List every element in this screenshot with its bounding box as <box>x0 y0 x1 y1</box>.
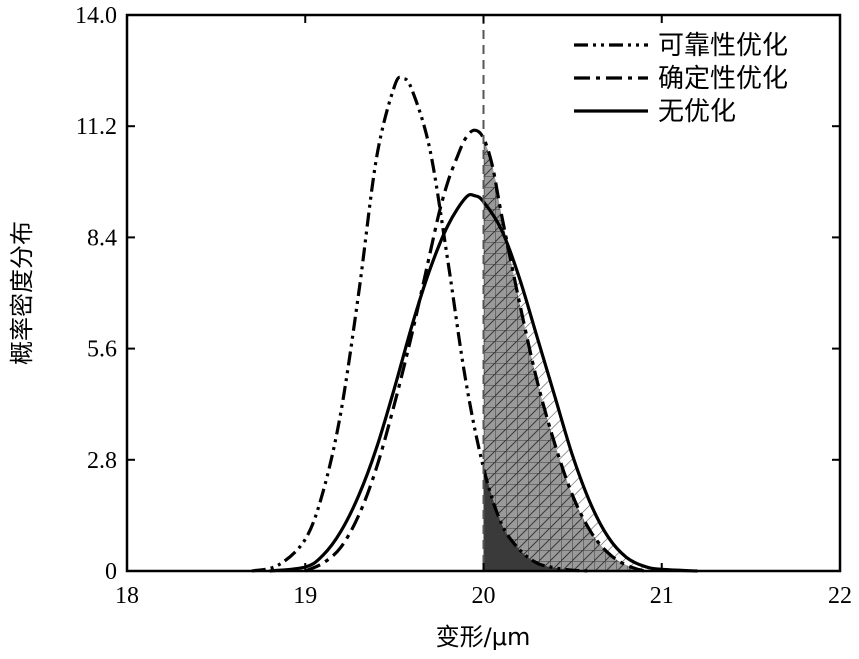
shaded-area-crosshatch <box>483 138 644 571</box>
x-tick-label: 20 <box>472 583 496 609</box>
y-tick-label: 8.4 <box>87 225 117 251</box>
legend-label-2: 确定性优化 <box>658 64 788 94</box>
x-tick-label: 18 <box>115 583 139 609</box>
legend-label-1: 可靠性优化 <box>658 31 788 61</box>
shaded-regions <box>483 138 698 571</box>
y-tick-label: 11.2 <box>76 114 117 140</box>
x-tick-label: 19 <box>293 583 317 609</box>
series-line-2 <box>304 128 645 573</box>
y-tick-label: 2.8 <box>87 448 117 474</box>
shaded-area-dark <box>483 467 591 571</box>
x-tick-label: 22 <box>828 583 852 609</box>
x-tick-label: 21 <box>650 583 674 609</box>
series-line-1 <box>251 75 591 573</box>
legend-label-3: 无优化 <box>658 97 736 127</box>
series-line-3 <box>269 192 698 573</box>
density-curves <box>180 75 787 573</box>
y-tick-label: 14.0 <box>75 3 117 29</box>
y-tick-label: 0 <box>105 559 117 585</box>
x-axis: 18 19 20 21 22 <box>115 15 852 609</box>
y-tick-label: 5.6 <box>87 337 117 363</box>
y-axis-title: 概率密度分布 <box>8 221 36 365</box>
x-axis-title: 变形/μm <box>436 623 531 651</box>
y-axis: 0 2.8 5.6 8.4 11.2 14.0 <box>75 3 840 585</box>
